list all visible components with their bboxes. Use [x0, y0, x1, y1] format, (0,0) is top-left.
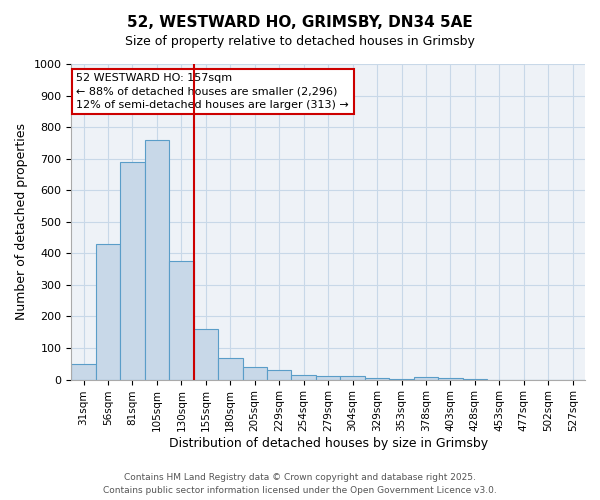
Bar	[169, 261, 194, 380]
Bar	[340, 376, 365, 380]
Text: Contains HM Land Registry data © Crown copyright and database right 2025.
Contai: Contains HM Land Registry data © Crown c…	[103, 474, 497, 495]
X-axis label: Distribution of detached houses by size in Grimsby: Distribution of detached houses by size …	[169, 437, 488, 450]
Bar	[292, 375, 316, 380]
Text: Size of property relative to detached houses in Grimsby: Size of property relative to detached ho…	[125, 35, 475, 48]
Bar	[120, 162, 145, 380]
Bar	[267, 370, 292, 380]
Bar	[365, 378, 389, 380]
Bar	[218, 358, 242, 380]
Text: 52, WESTWARD HO, GRIMSBY, DN34 5AE: 52, WESTWARD HO, GRIMSBY, DN34 5AE	[127, 15, 473, 30]
Bar	[414, 377, 438, 380]
Bar	[242, 367, 267, 380]
Text: 52 WESTWARD HO: 157sqm
← 88% of detached houses are smaller (2,296)
12% of semi-: 52 WESTWARD HO: 157sqm ← 88% of detached…	[76, 74, 349, 110]
Bar	[316, 376, 340, 380]
Bar	[194, 329, 218, 380]
Y-axis label: Number of detached properties: Number of detached properties	[15, 124, 28, 320]
Bar	[96, 244, 120, 380]
Bar	[389, 379, 414, 380]
Bar	[71, 364, 96, 380]
Bar	[438, 378, 463, 380]
Bar	[145, 140, 169, 380]
